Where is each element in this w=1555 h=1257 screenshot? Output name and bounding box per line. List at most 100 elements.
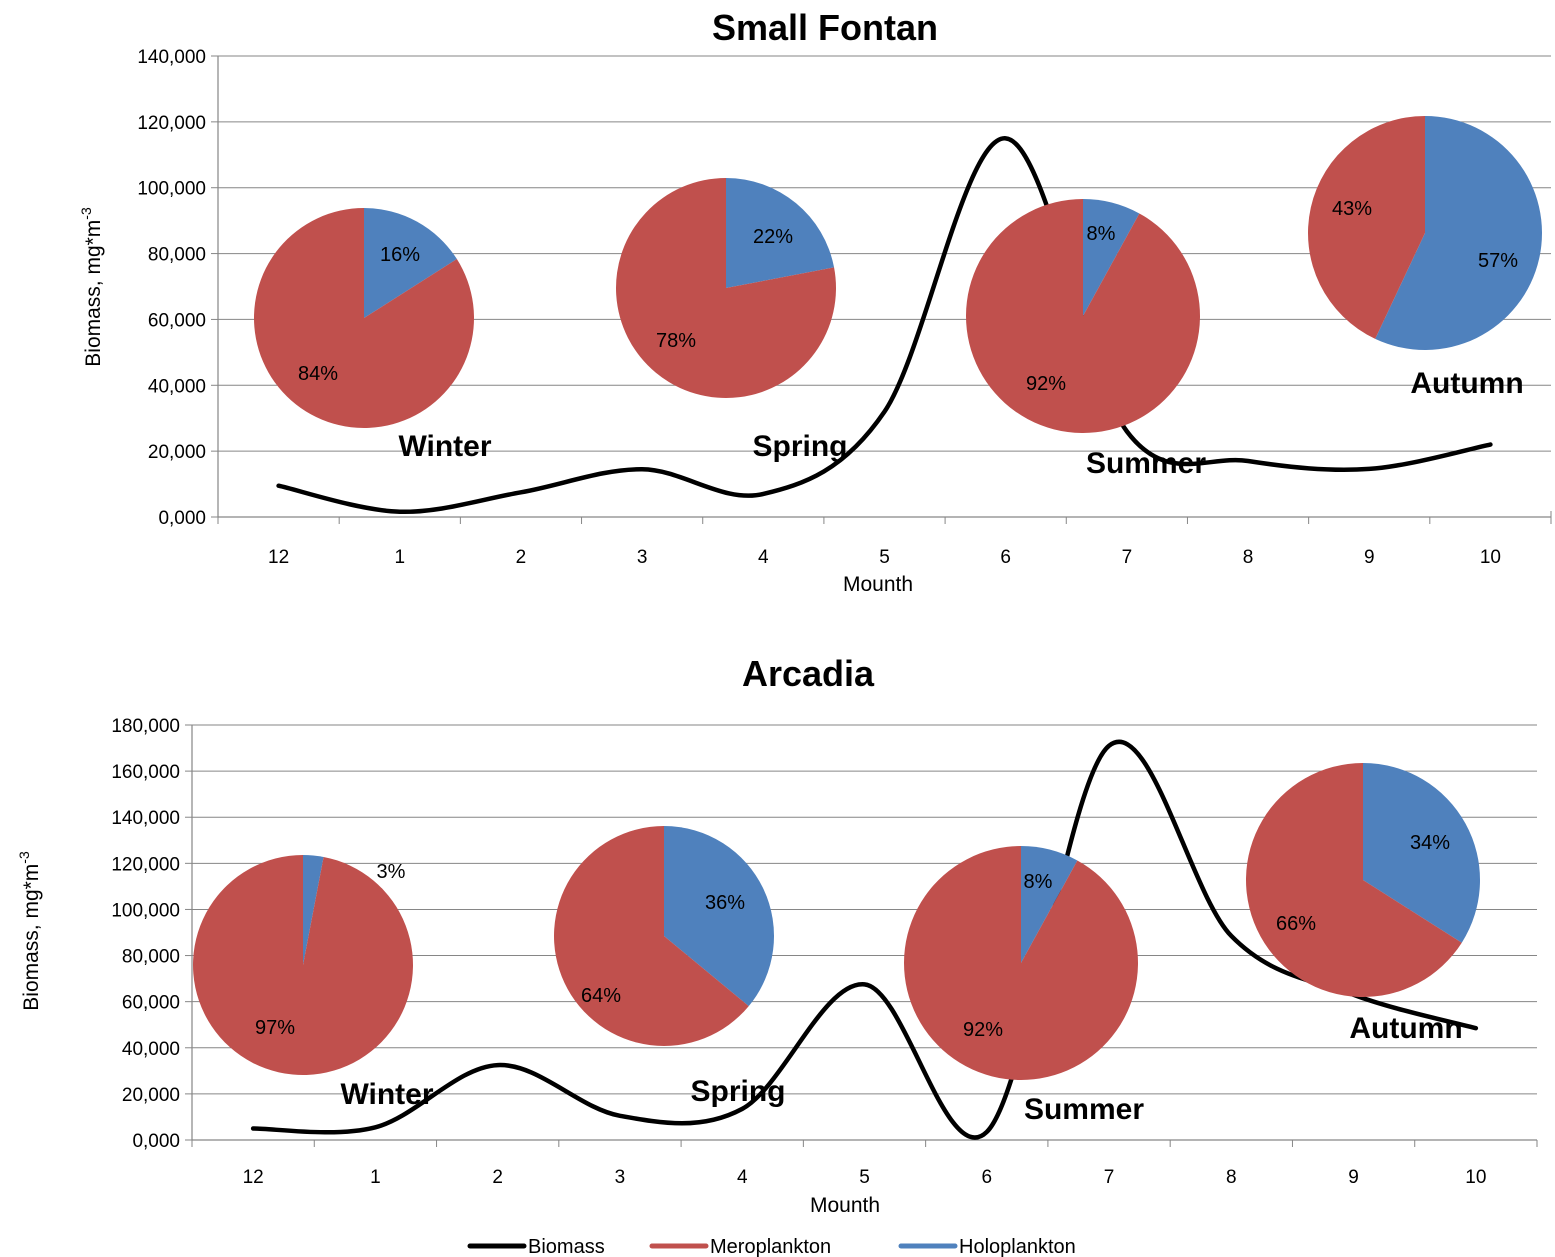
pie-label-holoplankton: 57% (1478, 250, 1518, 272)
y-axis-label: Biomass, mg*m-3 (16, 851, 43, 1011)
x-tick-label: 5 (859, 1167, 870, 1188)
season-label-summer: Summer (1024, 1093, 1144, 1126)
pie-label-meroplankton: 84% (298, 363, 338, 385)
pie-label-meroplankton: 66% (1276, 913, 1316, 935)
y-tick-label: 180,000 (111, 716, 180, 737)
pie-summer: 92% 8% (904, 846, 1138, 1080)
legend-item-biomass: Biomass (467, 1236, 605, 1257)
pie-slice-holoplankton (1083, 199, 1140, 316)
season-label-summer: Summer (1086, 447, 1206, 480)
x-tick-label: 7 (1104, 1167, 1115, 1188)
pie-winter: 84% 16% (253, 208, 474, 428)
pie-label-holoplankton: 36% (705, 892, 745, 914)
x-tick-label: 10 (1480, 547, 1501, 568)
chart-title: Small Fontan (712, 7, 938, 48)
pie-slice-meroplankton (1308, 116, 1425, 339)
pie-slice-holoplankton (664, 826, 775, 1007)
pie-summer: 92% 8% (966, 199, 1201, 433)
y-tick-label: 140,000 (137, 47, 206, 68)
pie-slice-holoplankton (303, 855, 324, 965)
x-tick-label: 1 (394, 547, 405, 568)
y-tick-label: 160,000 (111, 762, 180, 783)
pie-label-holoplankton: 3% (377, 861, 406, 883)
legend-label: Meroplankton (710, 1236, 831, 1257)
pie-spring: 78% 22% (616, 178, 836, 398)
pie-label-meroplankton: 97% (255, 1017, 295, 1039)
pie-label-meroplankton: 92% (963, 1019, 1003, 1041)
pie-slice-meroplankton (904, 846, 1138, 1080)
y-tick-label: 0,000 (158, 508, 206, 529)
pie-slice-holoplankton (364, 208, 457, 318)
chart-0: Small Fontan 0,000 20,000 40,000 60,000 80,00… (78, 7, 1552, 596)
pie-label-holoplankton: 34% (1410, 832, 1450, 854)
pie-slice-meroplankton (253, 208, 474, 428)
y-axis-label: Biomass, mg*m-3 (78, 207, 105, 367)
x-tick-label: 10 (1465, 1167, 1486, 1188)
pie-spring: 64% 36% (554, 826, 775, 1046)
x-tick-label: 5 (879, 547, 890, 568)
y-axis-label-main: Biomass, mg*m (20, 864, 43, 1011)
pie-slice-meroplankton (192, 855, 413, 1075)
y-axis-label-superscript: -3 (16, 851, 32, 864)
x-tick-label: 9 (1348, 1167, 1359, 1188)
pie-autumn: 43% 57% (1308, 116, 1543, 350)
x-tick-label: 4 (737, 1167, 748, 1188)
chart-title: Arcadia (742, 653, 875, 694)
y-tick-label: 20,000 (122, 1085, 180, 1106)
pie-winter: 97% 3% (192, 855, 413, 1075)
season-label-autumn: Autumn (1410, 367, 1523, 400)
legend: Biomass Meroplankton Holoplankton (467, 1236, 1076, 1257)
y-tick-label: 20,000 (148, 442, 206, 463)
x-tick-label: 3 (637, 547, 648, 568)
x-tick-label: 8 (1226, 1167, 1237, 1188)
y-tick-label: 40,000 (148, 376, 206, 397)
legend-label: Holoplankton (959, 1236, 1076, 1257)
pie-slice-meroplankton (1246, 763, 1462, 998)
pie-slice-holoplankton (1021, 846, 1078, 963)
season-label-winter: Winter (398, 430, 491, 463)
season-label-autumn: Autumn (1349, 1012, 1462, 1045)
pie-label-meroplankton: 92% (1026, 373, 1066, 395)
season-label-winter: Winter (340, 1078, 433, 1111)
pie-label-holoplankton: 8% (1024, 871, 1053, 893)
y-tick-label: 100,000 (137, 179, 206, 200)
pie-label-holoplankton: 8% (1087, 223, 1116, 245)
x-tick-label: 4 (758, 547, 769, 568)
legend-item-holoplankton: Holoplankton (898, 1236, 1076, 1257)
x-tick-label: 7 (1122, 547, 1133, 568)
y-tick-label: 120,000 (111, 854, 180, 875)
x-tick-label: 6 (981, 1167, 992, 1188)
season-label-spring: Spring (691, 1075, 786, 1108)
x-tick-label: 2 (516, 547, 527, 568)
pie-label-meroplankton: 78% (656, 330, 696, 352)
x-tick-label: 2 (492, 1167, 503, 1188)
pie-slice-meroplankton (966, 199, 1201, 433)
y-axis-label-superscript: -3 (78, 207, 94, 220)
pie-label-holoplankton: 22% (753, 226, 793, 248)
season-label-spring: Spring (753, 430, 848, 463)
x-axis-label: Mounth (843, 573, 913, 596)
x-tick-label: 3 (615, 1167, 626, 1188)
y-tick-label: 120,000 (137, 113, 206, 134)
biomass-line (276, 136, 1493, 514)
y-tick-label: 40,000 (122, 1039, 180, 1060)
y-tick-label: 80,000 (122, 947, 180, 968)
legend-item-meroplankton: Meroplankton (649, 1236, 831, 1257)
x-tick-label: 6 (1000, 547, 1011, 568)
biomass-line (250, 739, 1479, 1140)
x-tick-label: 8 (1243, 547, 1254, 568)
y-tick-label: 80,000 (148, 245, 206, 266)
pie-label-holoplankton: 16% (380, 244, 420, 266)
x-tick-label: 1 (370, 1167, 381, 1188)
y-tick-label: 140,000 (111, 808, 180, 829)
x-axis-label: Mounth (810, 1194, 880, 1217)
pie-label-meroplankton: 64% (581, 985, 621, 1007)
pie-slice-holoplankton (1363, 763, 1480, 943)
y-axis-label-main: Biomass, mg*m (82, 220, 105, 367)
x-tick-label: 12 (268, 547, 289, 568)
pie-slice-holoplankton (1375, 116, 1543, 350)
legend-label: Biomass (528, 1236, 605, 1257)
pie-label-meroplankton: 43% (1332, 198, 1372, 220)
chart-1: Arcadia 0,000 20,000 40,000 60,000 80,000 100,… (16, 653, 1538, 1217)
